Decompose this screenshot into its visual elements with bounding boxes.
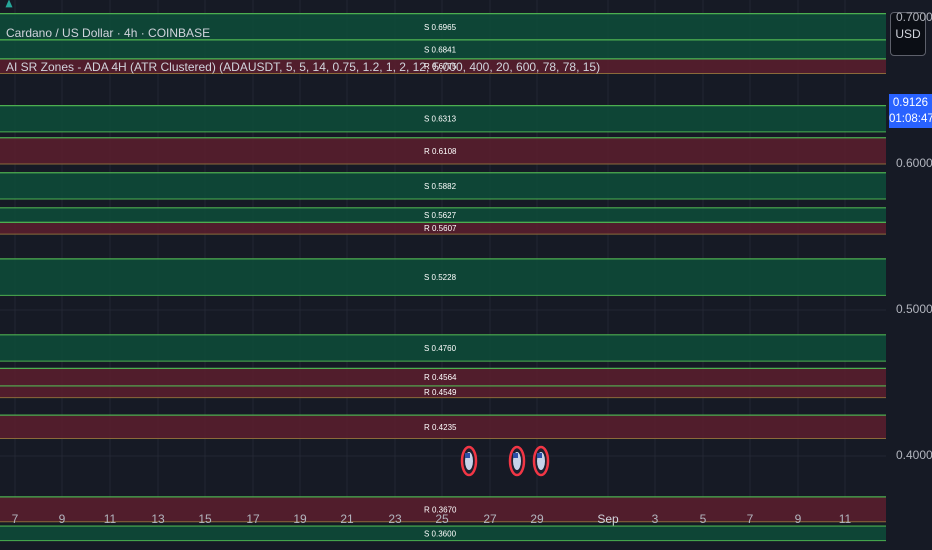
- resistance-zone: [0, 137, 886, 164]
- support-zone: [0, 13, 886, 40]
- zone-label: S 0.6313: [424, 115, 457, 124]
- resistance-zone: [0, 496, 886, 522]
- zone-label: S 0.6965: [424, 23, 457, 32]
- zone-label: S 0.4760: [424, 344, 457, 353]
- zone-label: R 0.4235: [424, 423, 457, 432]
- support-zone: [0, 172, 886, 200]
- price-tick-label: 0.5000: [896, 302, 932, 316]
- support-zone: [0, 207, 886, 223]
- support-zone: [0, 39, 886, 59]
- us-flag-event-icon[interactable]: [460, 445, 478, 477]
- time-tick-label: 25: [435, 512, 449, 526]
- us-flag-event-icon[interactable]: [508, 445, 526, 477]
- support-zone: [0, 258, 886, 296]
- support-zone: [0, 334, 886, 362]
- time-tick-label: 21: [340, 512, 354, 526]
- zone-label: R 0.5607: [424, 224, 457, 233]
- zone-label: R 0.4564: [424, 373, 457, 382]
- signal-markers: [5, 0, 13, 8]
- time-tick-label: Sep: [597, 512, 619, 526]
- price-tick-label: 0.6000: [896, 156, 932, 170]
- time-tick-label: 13: [151, 512, 165, 526]
- time-tick-label: 5: [699, 512, 707, 526]
- currency-button[interactable]: USD: [890, 12, 926, 56]
- time-tick-label: 11: [838, 512, 852, 526]
- flag-canton: [465, 453, 470, 458]
- indicator-label[interactable]: AI SR Zones - ADA 4H (ATR Clustered) (AD…: [6, 60, 601, 74]
- time-tick-label: 7: [746, 512, 754, 526]
- time-tick-label: 29: [530, 512, 544, 526]
- flag-canton: [537, 453, 542, 458]
- zone-label: S 0.5882: [424, 182, 457, 191]
- time-tick-label: 15: [198, 512, 212, 526]
- time-tick-label: 7: [11, 512, 19, 526]
- time-tick-label: 19: [293, 512, 307, 526]
- symbol-title[interactable]: Cardano / US Dollar · 4h · COINBASE: [6, 26, 211, 40]
- time-tick-label: 9: [794, 512, 802, 526]
- zone-label: S 0.5228: [424, 273, 457, 282]
- price-tick-label: 0.7000: [896, 10, 932, 24]
- time-tick-label: 27: [483, 512, 497, 526]
- zone-label: S 0.6841: [424, 45, 457, 54]
- flag-canton: [513, 453, 518, 458]
- time-tick-label: 11: [103, 512, 117, 526]
- last-price: 0.9126: [892, 97, 929, 109]
- price-tick-label: 0.4000: [896, 448, 932, 462]
- event-flags: [460, 445, 550, 477]
- sr-zones: S 0.8555R 0.8230S 0.7796R 0.7568R 0.7367…: [0, 13, 886, 542]
- zone-label: R 0.6775: [424, 62, 457, 71]
- support-zone: [0, 526, 886, 541]
- zone-label: R 0.4549: [424, 388, 457, 397]
- support-zone: [0, 105, 886, 132]
- time-tick-label: 23: [388, 512, 402, 526]
- zone-label: S 0.5627: [424, 211, 457, 220]
- zone-label: R 0.6108: [424, 147, 457, 156]
- bar-countdown: 01:08:47: [889, 113, 932, 125]
- resistance-zone: [0, 222, 886, 235]
- resistance-zone: [0, 368, 886, 386]
- resistance-zone: [0, 58, 886, 74]
- us-flag-event-icon[interactable]: [532, 445, 550, 477]
- resistance-zone: [0, 415, 886, 439]
- zone-label: S 0.3600: [424, 529, 457, 538]
- time-tick-label: 3: [651, 512, 659, 526]
- time-tick-label: 17: [246, 512, 260, 526]
- last-price-label: 0.9126 01:08:47: [889, 94, 932, 128]
- zone-label: R 0.3670: [424, 505, 457, 514]
- buy-signal-marker: [5, 0, 13, 8]
- time-tick-label: 9: [58, 512, 66, 526]
- resistance-zone: [0, 385, 886, 398]
